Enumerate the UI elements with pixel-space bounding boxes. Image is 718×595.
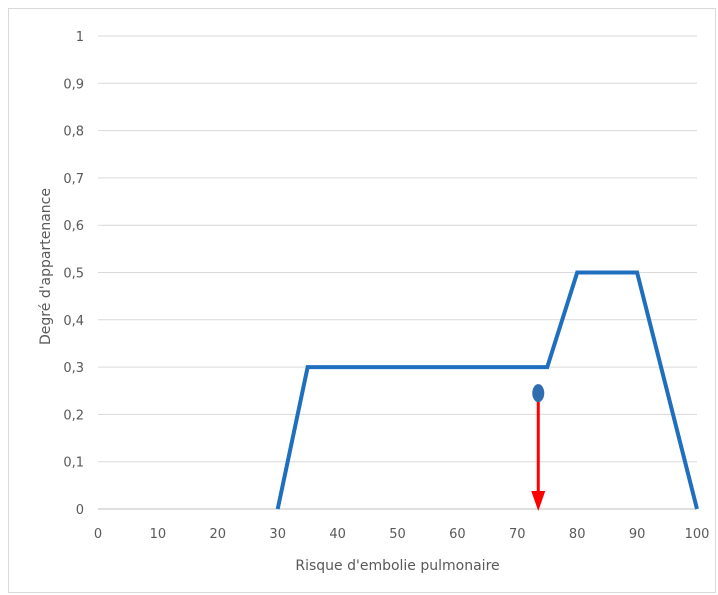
y-tick-label: 1 <box>76 30 84 45</box>
x-axis-label: Risque d'embolie pulmonaire <box>295 558 499 574</box>
y-axis-label: Degré d'appartenance <box>38 188 54 345</box>
y-tick-labels: 0 0,1 0,2 0,3 0,4 0,5 0,6 0,7 0,8 0,9 1 <box>63 30 84 518</box>
y-tick-label: 0,5 <box>63 267 84 282</box>
x-tick-label: 20 <box>210 527 227 542</box>
chart-frame <box>8 8 716 593</box>
y-tick-label: 0,1 <box>63 456 84 471</box>
x-tick-label: 70 <box>509 527 526 542</box>
x-tick-label: 90 <box>629 527 646 542</box>
x-tick-label: 10 <box>150 527 167 542</box>
y-tick-label: 0,4 <box>63 314 84 329</box>
arrow-head <box>531 491 546 511</box>
x-tick-label: 30 <box>269 527 286 542</box>
membership-function-line <box>275 270 699 510</box>
y-tick-label: 0,7 <box>63 172 84 187</box>
series-group <box>275 270 699 510</box>
y-tick-label: 0,3 <box>63 361 84 376</box>
x-tick-label: 50 <box>389 527 406 542</box>
x-tick-label: 40 <box>329 527 346 542</box>
x-tick-label: 0 <box>94 527 102 542</box>
annotations <box>531 384 546 511</box>
y-tick-label: 0 <box>76 503 84 518</box>
x-tick-label: 100 <box>685 527 710 542</box>
x-tick-label: 60 <box>449 527 466 542</box>
y-tick-label: 0,6 <box>63 219 84 234</box>
y-tick-label: 0,2 <box>63 408 84 423</box>
x-tick-labels: 0 10 20 30 40 50 60 70 80 90 100 <box>94 527 710 542</box>
y-tick-label: 0,8 <box>63 125 84 140</box>
x-tick-label: 80 <box>569 527 586 542</box>
marker-point <box>532 384 545 403</box>
y-tick-label: 0,9 <box>63 77 84 92</box>
